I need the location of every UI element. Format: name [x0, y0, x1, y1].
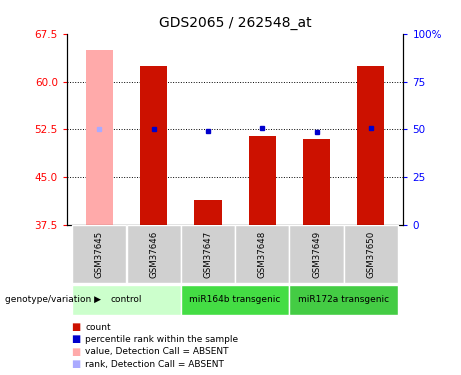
Bar	[127, 225, 181, 283]
Bar	[86, 50, 113, 225]
Text: GSM37647: GSM37647	[203, 230, 213, 278]
Bar	[235, 225, 290, 283]
Bar	[181, 285, 290, 315]
Bar	[72, 285, 181, 315]
Text: ■: ■	[71, 359, 81, 369]
Text: ■: ■	[71, 334, 81, 344]
Bar	[195, 200, 222, 225]
Text: count: count	[85, 322, 111, 332]
Text: GSM37645: GSM37645	[95, 230, 104, 278]
Text: ■: ■	[71, 322, 81, 332]
Bar	[72, 225, 126, 283]
Text: genotype/variation ▶: genotype/variation ▶	[5, 296, 100, 304]
Text: rank, Detection Call = ABSENT: rank, Detection Call = ABSENT	[85, 360, 224, 369]
Text: GSM37646: GSM37646	[149, 230, 158, 278]
Text: miR164b transgenic: miR164b transgenic	[189, 296, 281, 304]
Text: control: control	[111, 296, 142, 304]
Text: GSM37649: GSM37649	[312, 231, 321, 278]
Text: value, Detection Call = ABSENT: value, Detection Call = ABSENT	[85, 347, 229, 356]
Bar	[290, 225, 343, 283]
Text: GSM37650: GSM37650	[366, 230, 375, 278]
Bar	[357, 66, 384, 225]
Bar	[140, 66, 167, 225]
Text: miR172a transgenic: miR172a transgenic	[298, 296, 389, 304]
Text: ■: ■	[71, 347, 81, 357]
Text: GSM37648: GSM37648	[258, 230, 267, 278]
Bar	[248, 136, 276, 225]
Bar	[303, 139, 330, 225]
Bar	[344, 225, 398, 283]
Title: GDS2065 / 262548_at: GDS2065 / 262548_at	[159, 16, 312, 30]
Bar	[181, 225, 235, 283]
Bar	[290, 285, 398, 315]
Text: percentile rank within the sample: percentile rank within the sample	[85, 335, 238, 344]
